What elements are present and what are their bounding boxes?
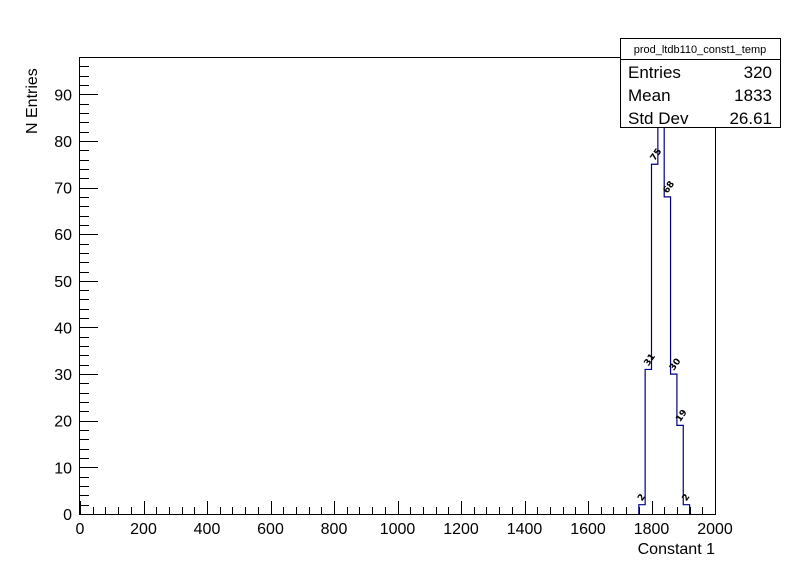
y-tick-label: 40 (54, 320, 72, 337)
x-tick-label: 1800 (634, 521, 670, 538)
stats-title: prod_ltdb110_const1_temp (634, 44, 767, 56)
stats-stddev-value: 26.61 (729, 109, 772, 128)
y-tick-label: 20 (54, 414, 72, 431)
histogram-bin (677, 425, 683, 514)
histogram-bin (683, 505, 689, 514)
x-tick-label: 800 (321, 521, 348, 538)
histogram-bin (658, 80, 664, 514)
x-tick-label: 2000 (697, 521, 733, 538)
stats-mean-label: Mean (628, 86, 671, 105)
bin-value-label: 31 (643, 352, 658, 368)
x-tick-label: 1600 (570, 521, 606, 538)
y-tick-label: 10 (54, 460, 72, 477)
x-tick-label: 1200 (443, 521, 479, 538)
bin-value-label: 2 (636, 493, 648, 504)
x-tick-label: 1000 (380, 521, 416, 538)
plot-frame (79, 57, 716, 515)
x-tick-label: 200 (130, 521, 157, 538)
y-tick-label: 60 (54, 227, 72, 244)
x-tick-label: 1400 (507, 521, 543, 538)
bin-value-label: 2 (681, 493, 693, 504)
stats-entries-label: Entries (628, 63, 681, 82)
histogram-bin (645, 369, 651, 514)
y-tick-label: 80 (54, 134, 72, 151)
stats-box: prod_ltdb110_const1_temp Entries 320 Mea… (620, 38, 781, 128)
x-tick-label: 400 (194, 521, 221, 538)
histogram-line (638, 79, 691, 514)
x-axis-title: Constant 1 (638, 541, 715, 558)
y-tick-label: 70 (54, 181, 72, 198)
x-tick-label: 0 (76, 521, 85, 538)
stats-body-box (620, 59, 781, 128)
y-tick-label: 90 (54, 87, 72, 104)
histogram-bin (664, 197, 670, 514)
histogram-series (638, 79, 691, 514)
stats-entries-value: 320 (744, 63, 772, 82)
x-axis: 0 200 400 600 800 1000 1200 1400 1600 1800 2000 (76, 501, 733, 538)
histogram-bin (652, 164, 658, 514)
y-axis-title: N Entries (24, 68, 41, 134)
stats-mean-value: 1833 (734, 86, 772, 105)
y-axis: 0 10 20 30 40 50 60 70 80 90 (54, 57, 98, 524)
y-tick-label: 30 (54, 367, 72, 384)
y-tick-label: 50 (54, 274, 72, 291)
x-tick-label: 600 (257, 521, 284, 538)
stats-stddev-label: Std Dev (628, 109, 689, 128)
y-tick-label: 0 (63, 507, 72, 524)
bin-value-label: 75 (649, 147, 664, 163)
histogram-bin (671, 374, 677, 514)
